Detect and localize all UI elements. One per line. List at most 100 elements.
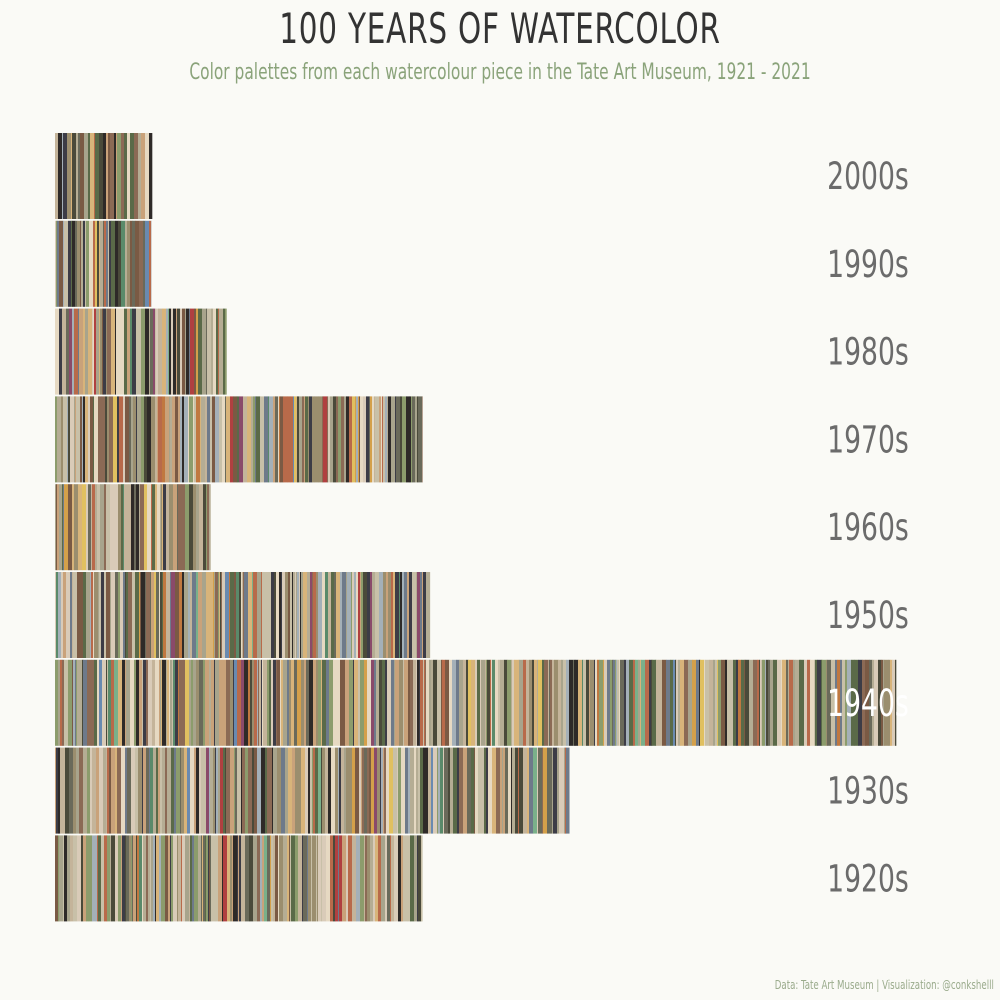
color-stripe — [101, 835, 105, 922]
color-stripe — [364, 747, 368, 834]
color-stripe — [502, 747, 504, 834]
color-stripe — [86, 220, 90, 307]
color-stripe — [607, 659, 611, 746]
color-stripe — [487, 659, 491, 746]
color-stripe — [383, 396, 386, 483]
color-stripe — [148, 659, 153, 746]
color-stripe — [278, 835, 280, 922]
color-stripe — [233, 659, 235, 746]
color-stripe — [230, 572, 235, 658]
color-stripe — [395, 659, 400, 746]
color-stripe — [122, 835, 126, 922]
color-stripe — [504, 659, 508, 746]
color-stripe — [304, 659, 307, 746]
color-stripe — [569, 659, 574, 746]
color-stripe — [340, 659, 345, 746]
color-stripe — [338, 835, 340, 922]
color-stripe — [162, 659, 167, 746]
color-stripe — [271, 835, 274, 922]
color-stripe — [417, 659, 420, 746]
color-stripe — [219, 308, 224, 395]
color-stripe — [149, 133, 151, 219]
color-stripe — [387, 835, 391, 922]
color-stripe — [519, 747, 524, 834]
color-stripe — [416, 747, 419, 834]
color-stripe — [405, 747, 409, 834]
color-stripe — [99, 659, 103, 746]
color-stripe — [826, 659, 828, 746]
color-stripe — [423, 659, 425, 746]
color-stripe — [223, 747, 226, 834]
color-stripe — [55, 835, 59, 922]
color-stripe — [777, 659, 782, 746]
color-stripe — [566, 659, 570, 746]
color-stripe — [374, 396, 376, 483]
color-stripe — [143, 747, 147, 834]
color-stripe — [106, 747, 108, 834]
color-stripe — [80, 133, 85, 219]
color-stripe — [104, 572, 107, 658]
color-stripe — [66, 308, 70, 395]
color-stripe — [381, 396, 383, 483]
color-stripe — [103, 220, 105, 307]
color-stripe — [316, 572, 319, 658]
color-stripe — [72, 659, 74, 746]
chart-title: 100 YEARS OF WATERCOLOR — [279, 4, 721, 53]
color-stripe — [61, 396, 64, 483]
color-stripe — [500, 747, 503, 834]
color-stripe — [100, 220, 104, 307]
color-stripe — [92, 835, 96, 922]
color-stripe — [315, 747, 319, 834]
color-stripe — [573, 659, 575, 746]
color-stripe — [278, 396, 280, 483]
color-stripe — [209, 484, 211, 571]
color-stripe — [215, 572, 219, 658]
color-stripe — [59, 835, 64, 922]
color-stripe — [138, 133, 142, 219]
color-stripe — [456, 659, 460, 746]
color-stripe — [394, 659, 396, 746]
color-stripe — [190, 835, 193, 922]
color-stripe — [279, 572, 282, 658]
color-stripe — [200, 396, 202, 483]
color-stripe — [182, 396, 185, 483]
color-stripe — [109, 747, 112, 834]
color-stripe — [699, 659, 701, 746]
color-stripe — [635, 659, 639, 746]
color-stripe — [186, 308, 190, 395]
color-stripe — [574, 659, 576, 746]
color-stripe — [94, 659, 98, 746]
color-stripe — [131, 835, 133, 922]
color-stripe — [523, 747, 528, 834]
color-stripe — [786, 659, 789, 746]
color-stripe — [700, 659, 705, 746]
color-stripe — [56, 220, 58, 307]
color-stripe — [106, 659, 108, 746]
color-stripe — [196, 747, 200, 834]
color-stripe — [107, 835, 111, 922]
color-stripe — [281, 572, 283, 658]
color-stripe — [91, 484, 93, 571]
color-stripe — [301, 747, 306, 834]
color-stripe — [242, 747, 246, 834]
color-stripe — [289, 659, 292, 746]
color-stripe — [201, 396, 206, 483]
color-stripe — [800, 659, 805, 746]
color-stripe — [170, 835, 172, 922]
color-stripe — [358, 396, 360, 483]
color-stripe — [401, 747, 406, 834]
color-stripe — [206, 835, 209, 922]
color-stripe — [83, 220, 86, 307]
color-stripe — [349, 396, 353, 483]
color-stripe — [500, 659, 505, 746]
color-stripe — [115, 747, 118, 834]
color-stripe — [141, 308, 146, 395]
color-stripe — [308, 835, 312, 922]
color-stripe — [267, 835, 271, 922]
color-stripe — [281, 659, 284, 746]
color-stripe — [544, 659, 549, 746]
color-stripe — [114, 659, 119, 746]
color-stripe — [121, 133, 125, 219]
color-stripe — [559, 747, 561, 834]
color-stripe — [176, 747, 181, 834]
